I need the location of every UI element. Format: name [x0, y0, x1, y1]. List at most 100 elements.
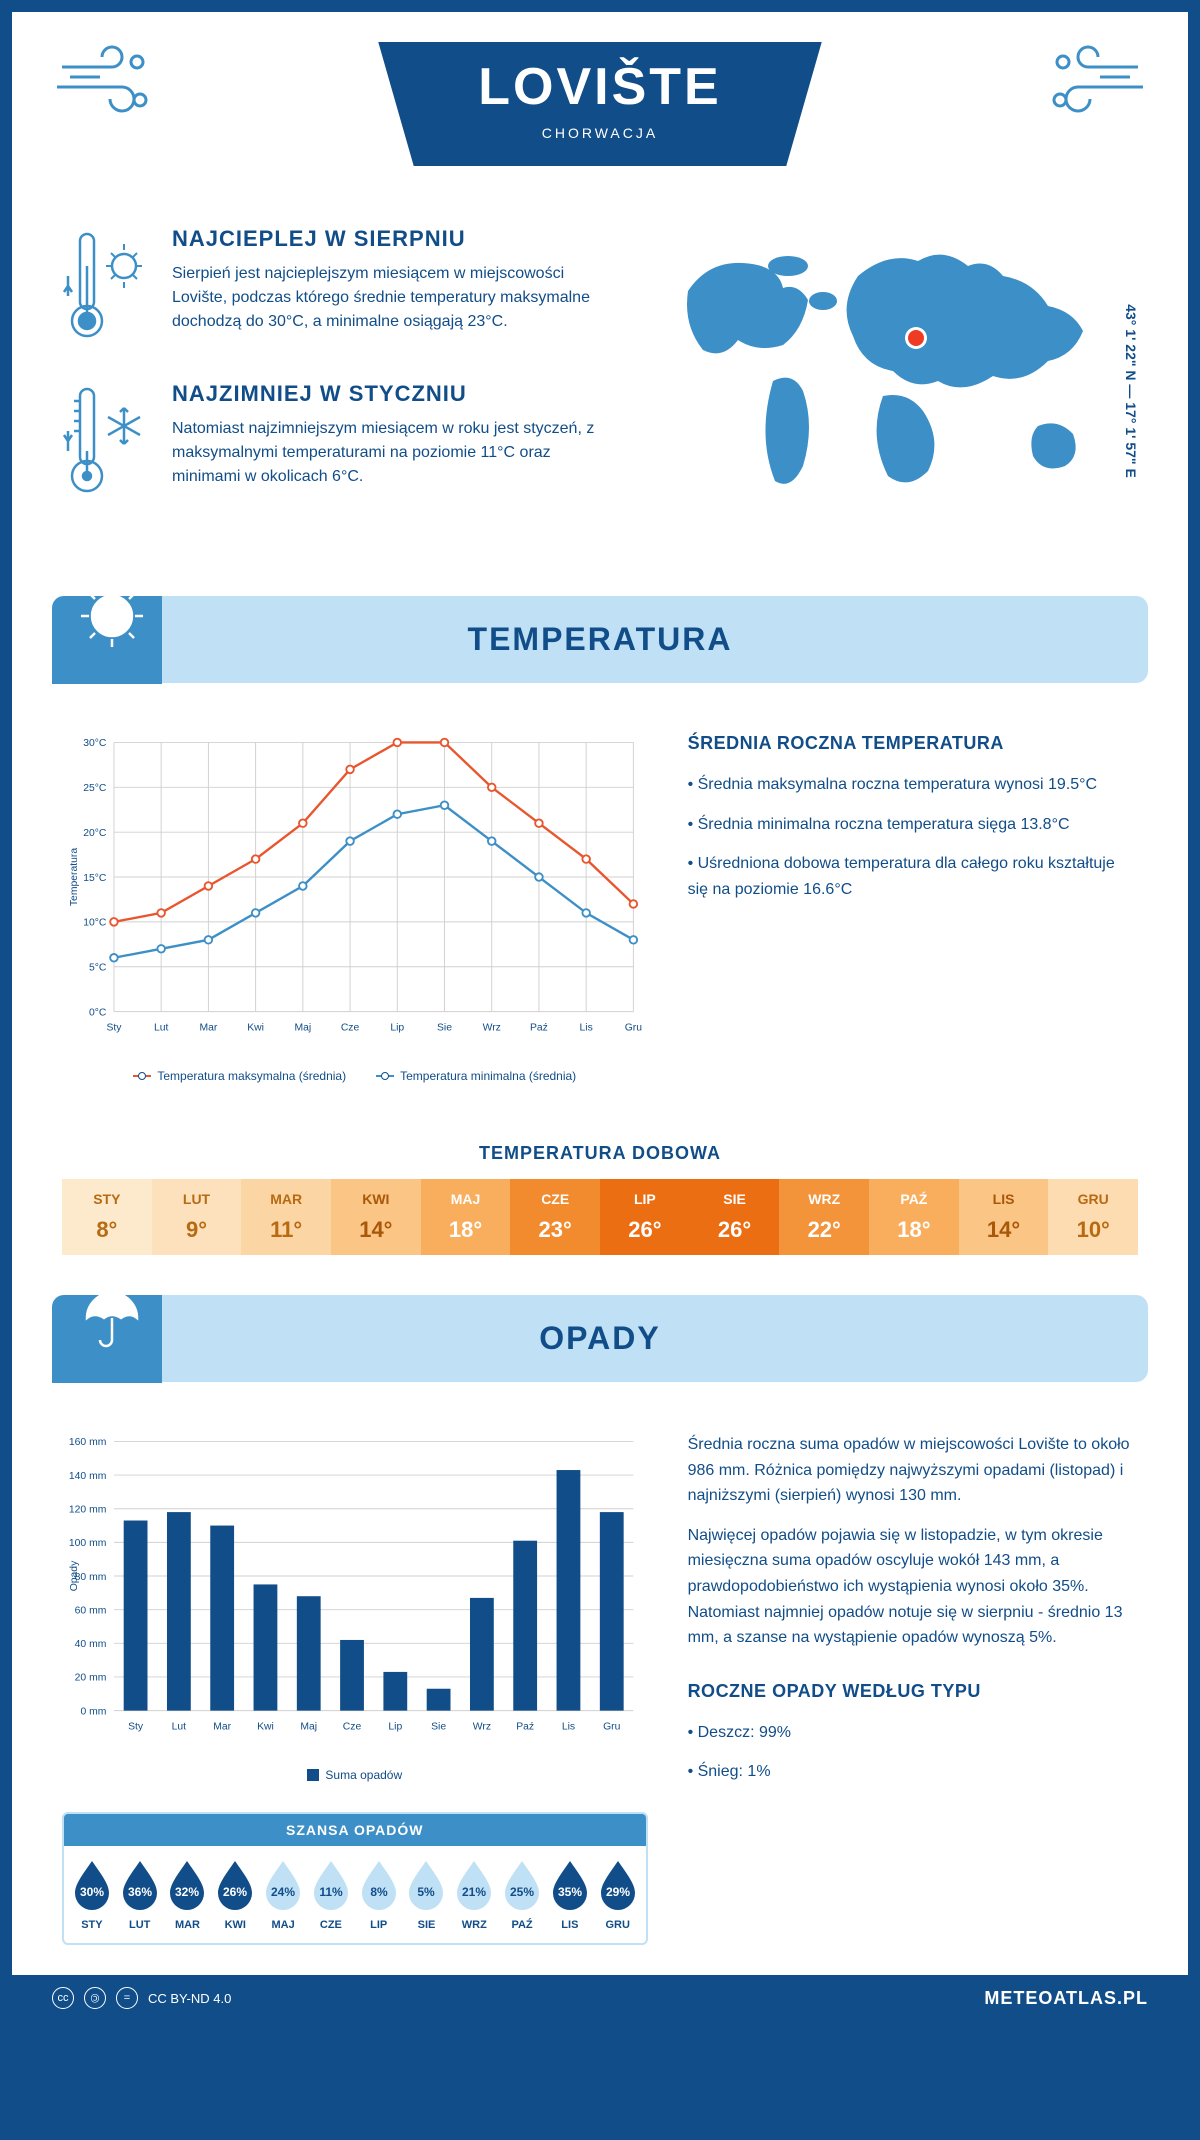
daily-cell: STY8° [62, 1179, 152, 1255]
footer: cc 🄯 = CC BY-ND 4.0 METEOATLAS.PL [12, 1975, 1188, 2021]
daily-cell: KWI14° [331, 1179, 421, 1255]
yearly-rain-title: ROCZNE OPADY WEDŁUG TYPU [688, 1681, 1138, 1702]
rain-drop: 24%MAJ [259, 1858, 307, 1931]
daily-temp-title: TEMPERATURA DOBOWA [12, 1143, 1188, 1164]
country-subtitle: CHORWACJA [478, 125, 721, 141]
world-map [658, 226, 1138, 536]
rain-drop: 25%PAŹ [498, 1858, 546, 1931]
svg-text:Temperatura: Temperatura [69, 848, 80, 906]
daily-cell: LIP26° [600, 1179, 690, 1255]
coldest-block: NAJZIMNIEJ W STYCZNIU Natomiast najzimni… [62, 381, 618, 506]
svg-text:5%: 5% [418, 1885, 436, 1899]
svg-text:Paź: Paź [530, 1022, 548, 1033]
svg-text:Opady: Opady [69, 1560, 80, 1591]
thermometer-snow-icon [62, 381, 152, 506]
rain-drop: 26%KWI [211, 1858, 259, 1931]
avg-temp-title: ŚREDNIA ROCZNA TEMPERATURA [688, 733, 1138, 754]
svg-text:30°C: 30°C [83, 738, 107, 749]
daily-cell: MAJ18° [421, 1179, 511, 1255]
hottest-text: Sierpień jest najcieplejszym miesiącem w… [172, 262, 618, 334]
svg-text:36%: 36% [128, 1885, 152, 1899]
svg-text:Cze: Cze [341, 1022, 360, 1033]
temperature-banner: TEMPERATURA [52, 596, 1148, 683]
intro-row: NAJCIEPLEJ W SIERPNIU Sierpień jest najc… [12, 206, 1188, 576]
temp-bullet: • Uśredniona dobowa temperatura dla całe… [688, 851, 1138, 902]
rain-bullet: • Deszcz: 99% [688, 1720, 1138, 1746]
daily-cell: GRU10° [1048, 1179, 1138, 1255]
umbrella-icon [77, 1280, 147, 1355]
daily-cell: MAR11° [241, 1179, 331, 1255]
temperature-chart: 0°C5°C10°C15°C20°C25°C30°CStyLutMarKwiMa… [62, 733, 648, 1083]
svg-text:0°C: 0°C [89, 1007, 107, 1018]
svg-text:Maj: Maj [300, 1722, 317, 1733]
header: LOVIŠTE CHORWACJA [12, 12, 1188, 206]
daily-cell: LUT9° [152, 1179, 242, 1255]
wind-icon [1038, 42, 1148, 134]
rain-drop: 35%LIS [546, 1858, 594, 1931]
svg-text:11%: 11% [319, 1885, 343, 1899]
rain-drop: 32%MAR [164, 1858, 212, 1931]
rain-drop: 8%LIP [355, 1858, 403, 1931]
svg-text:0 mm: 0 mm [80, 1706, 106, 1717]
thermometer-sun-icon [62, 226, 152, 351]
title-banner: LOVIŠTE CHORWACJA [378, 42, 821, 166]
rain-drop: 5%SIE [403, 1858, 451, 1931]
svg-text:32%: 32% [175, 1885, 199, 1899]
temp-bullet: • Średnia minimalna roczna temperatura s… [688, 812, 1138, 838]
svg-text:Lis: Lis [580, 1022, 593, 1033]
rain-banner: OPADY [52, 1295, 1148, 1382]
rain-chance-title: SZANSA OPADÓW [64, 1814, 646, 1846]
svg-text:25%: 25% [510, 1885, 534, 1899]
svg-text:20 mm: 20 mm [75, 1673, 107, 1684]
svg-text:120 mm: 120 mm [69, 1505, 106, 1516]
svg-text:60 mm: 60 mm [75, 1606, 107, 1617]
svg-text:Kwi: Kwi [257, 1722, 274, 1733]
svg-text:15°C: 15°C [83, 873, 107, 884]
brand-text: METEOATLAS.PL [984, 1988, 1148, 2009]
svg-text:Sie: Sie [431, 1722, 446, 1733]
daily-temp-table: STY8°LUT9°MAR11°KWI14°MAJ18°CZE23°LIP26°… [62, 1179, 1138, 1255]
rain-bullet: • Śnieg: 1% [688, 1759, 1138, 1785]
svg-text:5°C: 5°C [89, 963, 107, 974]
svg-text:8%: 8% [370, 1885, 388, 1899]
svg-text:Sty: Sty [106, 1022, 122, 1033]
nd-icon: = [116, 1987, 138, 2009]
svg-text:Paź: Paź [516, 1722, 534, 1733]
svg-text:Lis: Lis [562, 1722, 575, 1733]
svg-text:40 mm: 40 mm [75, 1639, 107, 1650]
svg-text:25°C: 25°C [83, 783, 107, 794]
rain-legend: Suma opadów [325, 1768, 402, 1782]
svg-text:35%: 35% [558, 1885, 582, 1899]
temperature-heading: TEMPERATURA [77, 621, 1123, 658]
daily-cell: PAŹ18° [869, 1179, 959, 1255]
hottest-block: NAJCIEPLEJ W SIERPNIU Sierpień jest najc… [62, 226, 618, 351]
rain-chance-panel: SZANSA OPADÓW 30%STY36%LUT32%MAR26%KWI24… [62, 1812, 648, 1945]
rain-drop: 36%LUT [116, 1858, 164, 1931]
rain-heading: OPADY [77, 1320, 1123, 1357]
svg-text:20°C: 20°C [83, 828, 107, 839]
wind-icon [52, 42, 162, 134]
coordinates: 43° 1' 22" N — 17° 1' 57" E [1123, 304, 1139, 478]
svg-text:29%: 29% [606, 1885, 630, 1899]
rain-chart: 0 mm20 mm40 mm60 mm80 mm100 mm120 mm140 … [62, 1432, 648, 1782]
svg-text:Lip: Lip [388, 1722, 402, 1733]
svg-text:Gru: Gru [603, 1722, 621, 1733]
daily-cell: LIS14° [959, 1179, 1049, 1255]
rain-drop: 30%STY [68, 1858, 116, 1931]
rain-drop: 29%GRU [594, 1858, 642, 1931]
svg-text:Wrz: Wrz [483, 1022, 501, 1033]
svg-text:Kwi: Kwi [247, 1022, 264, 1033]
daily-cell: SIE26° [690, 1179, 780, 1255]
svg-text:140 mm: 140 mm [69, 1471, 106, 1482]
svg-text:Gru: Gru [625, 1022, 643, 1033]
by-icon: 🄯 [84, 1987, 106, 2009]
svg-text:100 mm: 100 mm [69, 1538, 106, 1549]
hottest-title: NAJCIEPLEJ W SIERPNIU [172, 226, 618, 252]
svg-text:Mar: Mar [213, 1722, 231, 1733]
location-title: LOVIŠTE [478, 57, 721, 117]
svg-text:30%: 30% [80, 1885, 104, 1899]
cc-icon: cc [52, 1987, 74, 2009]
rain-para-1: Średnia roczna suma opadów w miejscowośc… [688, 1432, 1138, 1509]
svg-text:Lip: Lip [390, 1022, 404, 1033]
coldest-title: NAJZIMNIEJ W STYCZNIU [172, 381, 618, 407]
